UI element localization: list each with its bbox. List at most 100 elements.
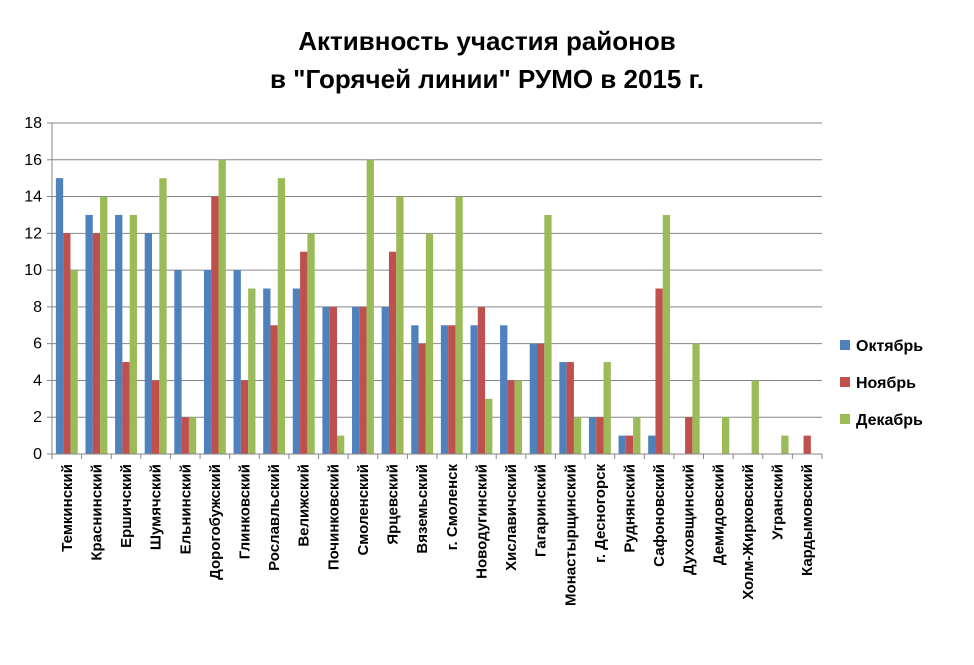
x-tick-label: Кардымовский <box>799 464 816 576</box>
bar <box>618 435 626 454</box>
bar <box>144 233 153 454</box>
bar <box>411 325 419 454</box>
bar <box>477 306 486 454</box>
bar <box>529 343 538 454</box>
x-tick-label: Гагаринский <box>533 464 550 557</box>
bar <box>648 435 656 454</box>
x-tick-label: Темкинский <box>59 464 76 552</box>
x-tick-label: г. Смоленск <box>444 464 461 551</box>
bar <box>115 214 123 454</box>
bar <box>366 159 374 454</box>
legend-swatch <box>840 377 850 387</box>
bar <box>500 325 508 454</box>
x-tick-label: Глинковский <box>237 464 254 559</box>
x-tick-label: г. Десногорск <box>592 464 609 563</box>
legend-swatch <box>840 340 850 350</box>
bar <box>188 417 197 454</box>
bar <box>455 196 463 455</box>
y-tick-label: 0 <box>33 446 42 463</box>
y-tick-label: 4 <box>33 372 42 389</box>
legend: Октябрь Ноябрь Декабрь <box>840 338 923 429</box>
bar <box>203 270 212 454</box>
y-tick-label: 18 <box>24 115 42 132</box>
x-tick-label: Починковский <box>325 464 342 570</box>
bar <box>381 306 389 454</box>
bar <box>603 362 611 454</box>
x-tick-label: Ельнинский <box>177 464 194 554</box>
bar <box>448 325 456 454</box>
x-tick-label: Ярцевский <box>385 464 402 545</box>
y-tick-label: 14 <box>24 189 42 206</box>
bar <box>721 417 730 454</box>
x-tick-label: Хиславичский <box>503 464 520 571</box>
x-tick-label: Смоленский <box>355 464 372 556</box>
bar <box>781 435 789 454</box>
bar <box>359 306 367 454</box>
chart-title-line-1: Активность участия районов <box>298 26 676 56</box>
bar <box>329 306 337 454</box>
bar <box>588 417 597 454</box>
x-tick-label: Сафоновский <box>651 464 668 567</box>
x-tick-label: Вяземьский <box>414 464 431 554</box>
bar <box>396 196 404 455</box>
bar <box>388 251 397 454</box>
bar <box>263 288 271 454</box>
bar <box>300 251 308 454</box>
x-tick-label: Руднянский <box>622 464 639 553</box>
x-tick-label: Демидовский <box>710 464 727 565</box>
bar <box>507 380 515 454</box>
bar <box>92 233 101 454</box>
x-tick-label: Монастырщинский <box>562 464 579 606</box>
bar <box>655 288 663 454</box>
bar <box>470 325 478 454</box>
bar <box>174 270 182 454</box>
bar <box>692 343 700 454</box>
bar <box>425 233 434 454</box>
legend-label: Ноябрь <box>856 375 916 392</box>
x-tick-label: Угранский <box>770 464 787 540</box>
y-tick-label: 12 <box>24 225 42 242</box>
x-tick-label: Краснинский <box>88 464 105 561</box>
bar <box>440 325 449 454</box>
bar <box>63 233 71 454</box>
bar <box>485 398 493 454</box>
bar <box>322 306 330 454</box>
bar <box>751 380 759 454</box>
bar <box>685 417 693 454</box>
x-tick-label: Холм-Жирковский <box>740 464 757 600</box>
y-tick-label: 16 <box>24 152 42 169</box>
y-tick-label: 8 <box>33 299 42 316</box>
bar <box>85 214 93 454</box>
bar <box>418 343 426 454</box>
bar <box>100 196 108 455</box>
bar <box>596 417 604 454</box>
bar <box>336 435 345 454</box>
bar <box>544 214 552 454</box>
y-tick-label: 6 <box>33 336 42 353</box>
bar <box>233 270 241 454</box>
y-tick-label: 2 <box>33 409 42 426</box>
x-tick-label: Велижский <box>296 464 313 547</box>
chart-title-line-2: в "Горячей линии" РУМО в 2015 г. <box>269 64 705 94</box>
bar <box>566 362 574 454</box>
x-tick-label: Дорогобужский <box>207 464 224 580</box>
bar <box>218 159 226 454</box>
x-tick-label: Духовщинский <box>681 464 698 575</box>
legend-swatch <box>840 414 850 424</box>
bar <box>248 288 256 454</box>
chart-title: Активность участия районов в "Горячей ли… <box>0 22 974 98</box>
bar <box>573 417 582 454</box>
bar <box>211 196 219 455</box>
x-tick-label: Новодугинский <box>473 464 490 579</box>
bar <box>277 178 286 454</box>
y-tick-label: 10 <box>24 262 42 279</box>
bar <box>307 233 315 454</box>
bar <box>70 270 78 454</box>
x-tick-label: Шумячский <box>148 464 165 550</box>
bar <box>803 435 811 454</box>
bar <box>633 417 641 454</box>
bar <box>559 362 567 454</box>
bar <box>537 343 545 454</box>
bar <box>122 362 130 454</box>
